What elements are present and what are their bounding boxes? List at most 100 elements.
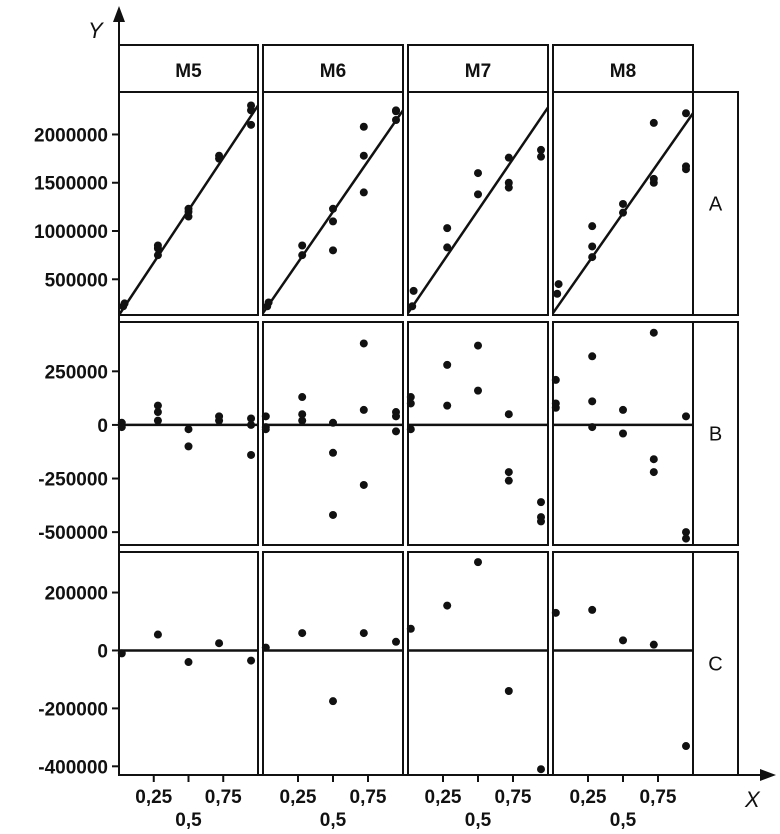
data-point (392, 412, 400, 421)
panel-grid: M5 M6 M7 M8A500000100000015000002000000B250… (34, 44, 739, 831)
data-point (682, 109, 690, 118)
data-point (329, 448, 337, 457)
data-point (474, 341, 482, 350)
data-point (537, 152, 545, 161)
data-point (359, 480, 368, 489)
data-point (504, 178, 513, 187)
data-point (184, 442, 193, 451)
data-point (588, 605, 597, 614)
data-point (588, 352, 597, 361)
data-point (588, 222, 597, 231)
panel-c-m5 (117, 551, 259, 776)
data-point (408, 302, 417, 311)
data-point (504, 153, 513, 162)
data-point (554, 280, 563, 289)
data-point (682, 742, 690, 751)
data-point (649, 328, 658, 337)
data-point (474, 558, 482, 567)
data-point (247, 420, 256, 429)
data-point (153, 401, 162, 410)
data-point (504, 476, 513, 485)
panel-b-m6 (261, 321, 404, 546)
data-point (443, 360, 452, 369)
data-point (153, 241, 162, 250)
y-tick-label: 1000000 (34, 222, 108, 243)
data-point (153, 416, 162, 425)
data-point (184, 658, 193, 667)
data-point (359, 151, 368, 160)
x-tick-label: 0,75 (495, 787, 532, 808)
panel-frame (552, 91, 694, 316)
y-axis-arrow-icon (113, 6, 125, 22)
data-point (215, 151, 224, 160)
data-point (247, 656, 256, 665)
data-point (443, 601, 452, 610)
data-point (329, 418, 337, 427)
panel-c-m6 (261, 551, 404, 776)
x-axis-m8: 0,250,50,75 (570, 775, 677, 831)
data-point (406, 624, 415, 633)
data-point (551, 608, 560, 617)
panel-c-m8 (551, 551, 694, 776)
data-point (474, 386, 482, 395)
data-point (649, 640, 658, 649)
data-point (649, 468, 658, 477)
model-label-m5: M5 (175, 61, 202, 82)
panel-b-m5 (117, 321, 259, 546)
row-label-b: B (709, 424, 722, 446)
data-point (553, 289, 562, 298)
data-point (329, 204, 337, 213)
data-point (588, 397, 597, 406)
data-point (588, 253, 597, 262)
data-point (504, 410, 513, 419)
data-point (261, 412, 270, 421)
panel-frame (118, 91, 259, 316)
panel-frame (407, 321, 549, 546)
x-tick-label: 0,25 (280, 787, 317, 808)
data-point (359, 405, 368, 414)
data-point (682, 162, 690, 171)
row-b: B 250000 0 -250000 -500000 (38, 321, 739, 546)
data-point (392, 637, 400, 646)
data-point (619, 636, 627, 645)
y-tick-label: 500000 (45, 270, 108, 291)
data-point (184, 425, 193, 434)
data-point (298, 629, 307, 638)
row-a: A 500000 1000000 1500000 2000000 (34, 91, 739, 316)
data-point (619, 199, 627, 208)
x-tick-label: 0,25 (135, 787, 172, 808)
data-point (261, 425, 270, 434)
data-point (120, 299, 129, 308)
panel-frame (262, 321, 404, 546)
panel-frame (262, 551, 404, 776)
y-axis-name: Y (88, 18, 104, 43)
panel-a-m5 (117, 91, 260, 316)
x-tick-label: 0,75 (350, 787, 387, 808)
data-point (406, 399, 415, 408)
data-point (537, 498, 545, 507)
model-label-m7: M7 (465, 61, 491, 82)
data-point (443, 243, 452, 252)
x-tick-label: 0,5 (175, 810, 202, 831)
y-tick-label: -400000 (38, 757, 108, 778)
data-point (682, 528, 690, 537)
panel-b-m7 (406, 321, 549, 546)
data-point (619, 405, 627, 414)
data-point (329, 217, 337, 226)
data-point (264, 298, 273, 307)
y-tick-label: 200000 (45, 584, 108, 605)
data-point (551, 403, 560, 412)
data-point (359, 339, 368, 348)
data-point (117, 649, 126, 658)
x-axis-m5: 0,250,50,75 (135, 775, 242, 831)
row-c: C 200000 0 -200000 -400000 (38, 551, 739, 778)
y-tick-label: -200000 (38, 699, 108, 720)
x-axis-name: X (744, 787, 761, 812)
panel-c-m7 (406, 551, 549, 776)
data-point (588, 423, 597, 432)
data-point (184, 204, 193, 213)
y-tick-label: 1500000 (34, 174, 108, 195)
x-tick-label: 0,5 (465, 810, 492, 831)
data-point (215, 412, 224, 421)
data-point (153, 251, 162, 260)
